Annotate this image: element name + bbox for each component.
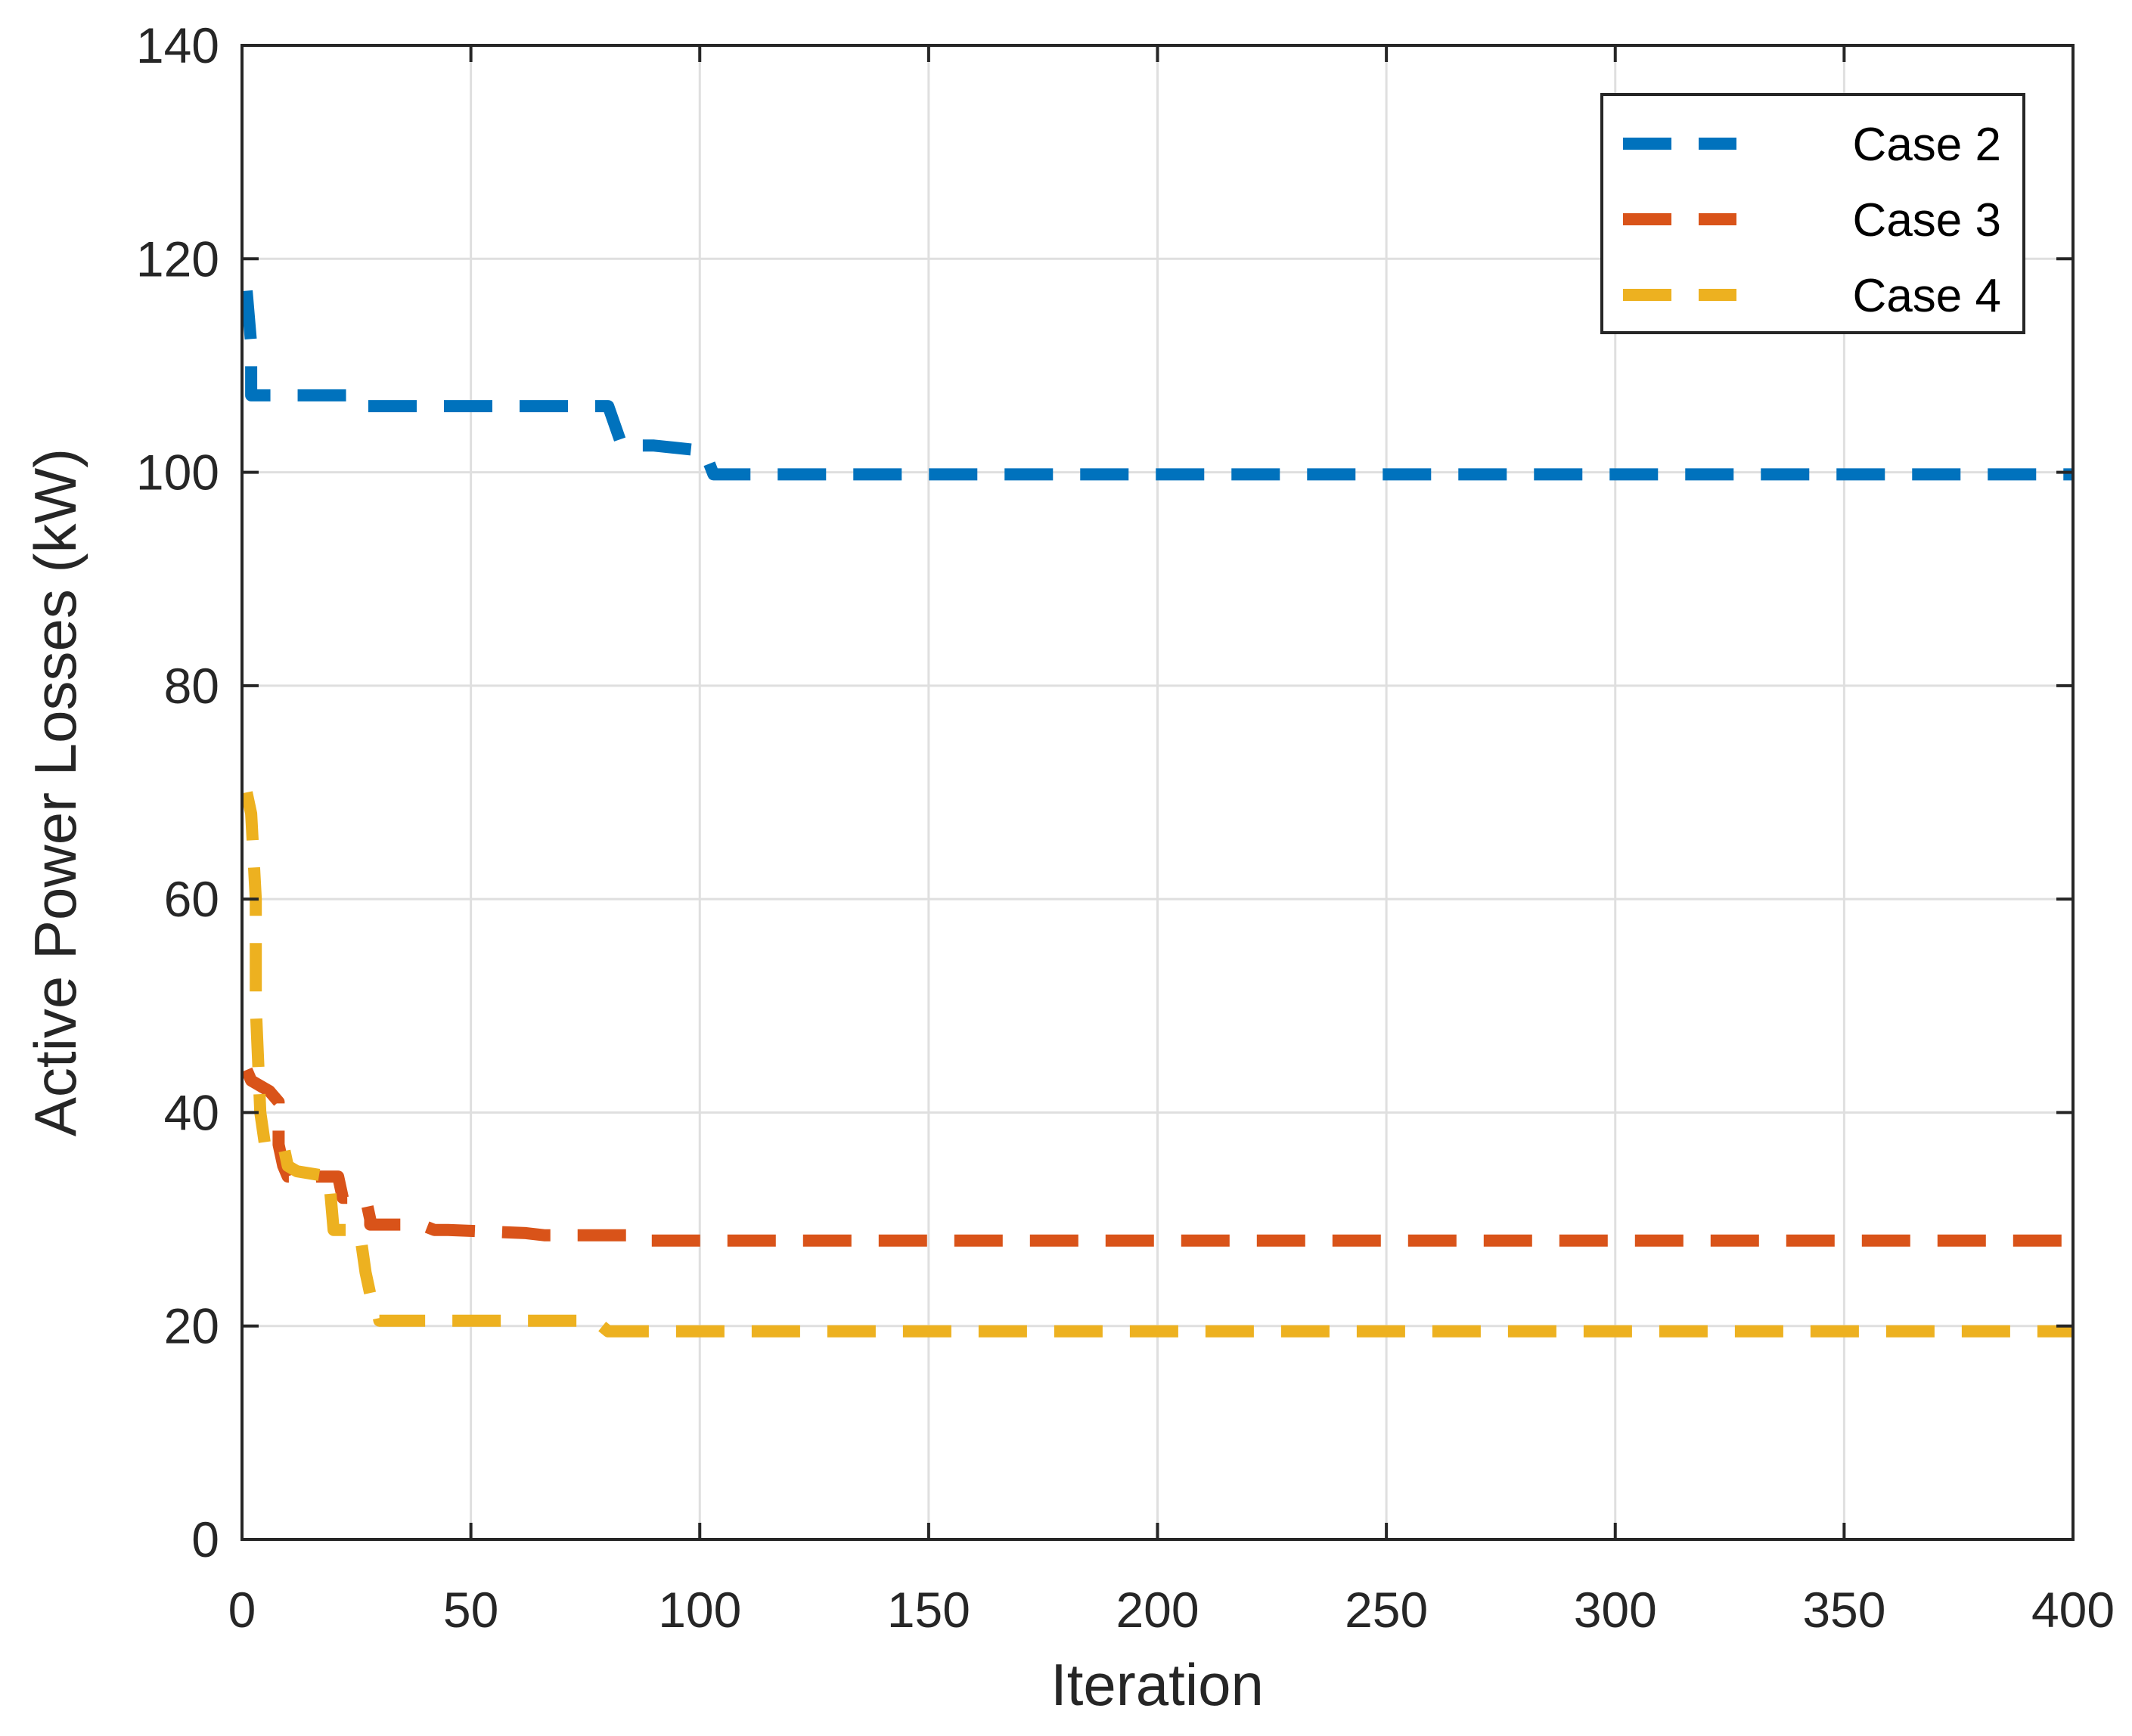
legend-box [1600, 93, 2025, 334]
y-tick-label: 100 [136, 445, 219, 501]
legend-items: Case 2 Case 3 Case 4 [1623, 119, 2001, 322]
tick-labels: 0 50 100 150 200 250 300 350 400 0 20 40 60 80 100 120 1… [136, 17, 2115, 1638]
y-tick-label: 120 [136, 231, 219, 287]
x-tick-label: 0 [228, 1582, 256, 1638]
y-tick-label: 140 [136, 17, 219, 73]
y-tick-label: 80 [164, 658, 219, 714]
series-line-case-4 [241, 791, 2073, 1338]
ticks [241, 44, 2075, 1541]
x-tick-label: 250 [1345, 1582, 1428, 1638]
x-tick-label: 100 [658, 1582, 741, 1638]
legend-label-case-2: Case 2 [1853, 119, 2001, 171]
legend: Case 2 Case 3 Case 4 [1600, 93, 2025, 334]
x-tick-label: 350 [1802, 1582, 1885, 1638]
y-tick-label: 40 [164, 1084, 219, 1140]
y-tick-label: 0 [191, 1511, 219, 1567]
x-tick-label: 50 [443, 1582, 498, 1638]
x-axis-label: Iteration [1050, 1651, 1264, 1718]
y-axis-label: Active Power Losses (kW) [22, 448, 88, 1136]
x-tick-label: 200 [1116, 1582, 1199, 1638]
y-tick-label: 20 [164, 1298, 219, 1354]
legend-label-case-4: Case 4 [1853, 270, 2001, 322]
series-line-case-3 [241, 1067, 2073, 1247]
x-tick-label: 300 [1574, 1582, 1657, 1638]
legend-label-case-3: Case 3 [1853, 194, 2001, 246]
x-tick-label: 150 [887, 1582, 970, 1638]
x-tick-label: 400 [2031, 1582, 2115, 1638]
y-tick-label: 60 [164, 871, 219, 927]
series-group [241, 290, 2073, 1338]
series-line-case-2 [241, 290, 2073, 481]
